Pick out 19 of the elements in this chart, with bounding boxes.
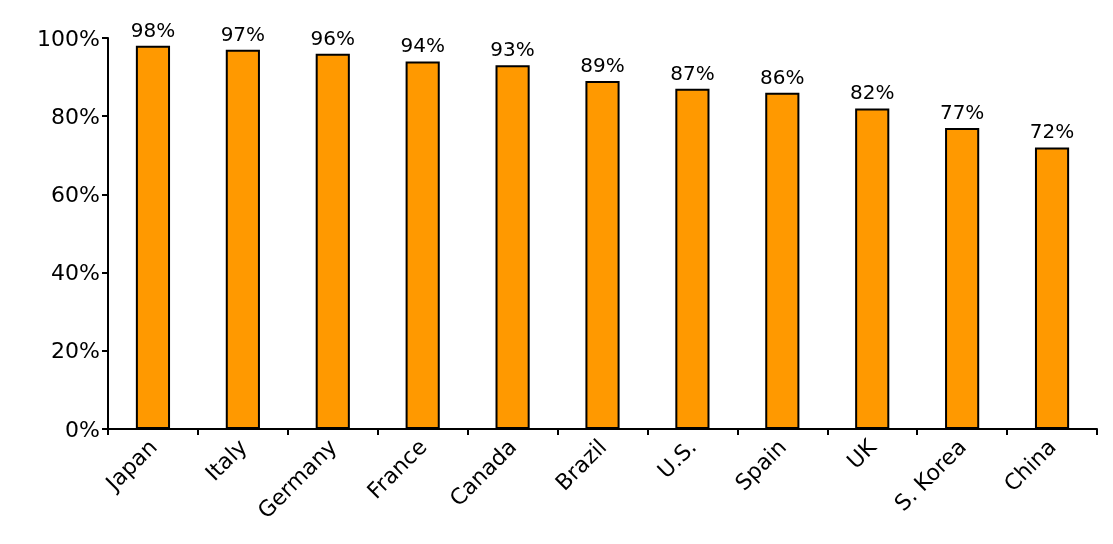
data-label: 82% — [850, 80, 895, 105]
y-tick-label: 60% — [51, 181, 100, 207]
data-label: 97% — [220, 21, 266, 46]
data-label: 87% — [670, 60, 715, 85]
data-label: 96% — [310, 25, 355, 50]
data-label: 89% — [580, 53, 625, 78]
y-tick-label: 0% — [65, 416, 100, 442]
y-tick-label: 20% — [51, 338, 100, 364]
data-label: 86% — [760, 64, 805, 89]
data-label: 93% — [490, 37, 535, 62]
y-tick-label: 100% — [37, 25, 100, 51]
data-label: 94% — [400, 33, 445, 58]
x-tick-label: U.S. — [652, 434, 702, 483]
y-tick-label: 80% — [51, 103, 100, 129]
data-label: 72% — [1029, 119, 1075, 144]
data-label: 77% — [939, 99, 985, 124]
data-label: 98% — [130, 17, 176, 42]
y-tick-label: 40% — [51, 260, 100, 286]
x-tick-label: UK — [841, 433, 882, 474]
